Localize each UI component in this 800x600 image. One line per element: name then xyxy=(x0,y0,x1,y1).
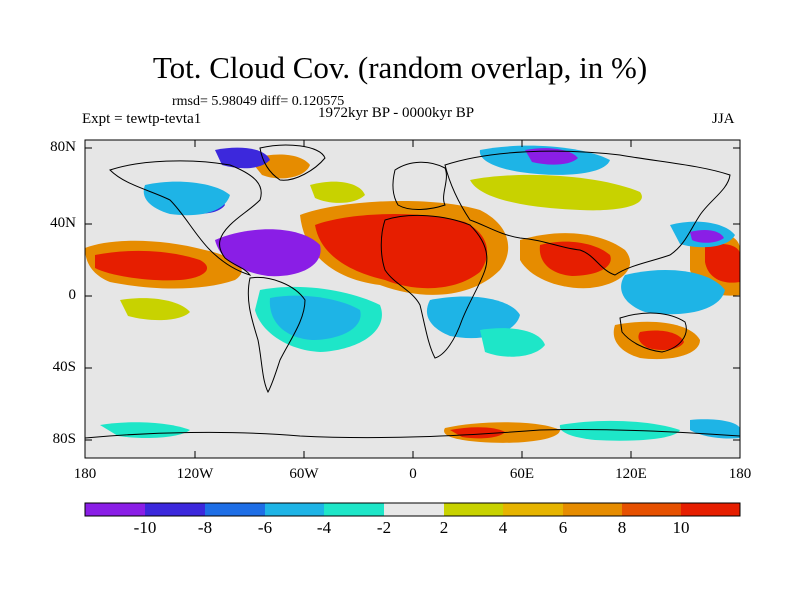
colorbar-label: -2 xyxy=(376,518,392,537)
lon-label-60w: 60W xyxy=(289,466,319,482)
colorbar-swatch xyxy=(324,503,384,516)
rmsd-diff-stats: rmsd= 5.98049 diff= 0.120575 xyxy=(172,94,345,109)
anomaly-cyan-west-pacific xyxy=(621,270,725,315)
coast-greenland xyxy=(259,144,326,181)
anomaly-yellow-eurasia xyxy=(470,174,642,211)
colorbar-swatch xyxy=(205,503,265,516)
colorbar-swatch xyxy=(145,503,205,516)
lat-label-40n: 40N xyxy=(50,215,76,231)
colorbar-label: 2 xyxy=(439,518,449,537)
coast-south-america xyxy=(247,276,306,394)
anomaly-red-sahara xyxy=(315,214,488,289)
colorbar-swatch xyxy=(622,503,681,516)
coast-antarctica xyxy=(85,428,740,439)
anomaly-lightblue-south-america xyxy=(269,295,361,340)
period-label: 1972kyr BP - 0000kyr BP xyxy=(318,105,475,121)
lat-label-80s: 80S xyxy=(52,431,76,447)
anomaly-blue-arctic-canada xyxy=(215,147,270,169)
anomaly-red-antarctic xyxy=(450,427,505,439)
colorbar-swatch xyxy=(384,503,444,516)
lon-label-0: 0 xyxy=(409,466,417,482)
colorbar-label: 10 xyxy=(672,518,690,537)
lon-label-180-east: 180 xyxy=(728,466,752,482)
anomaly-red-east-pacific xyxy=(705,243,740,283)
coastlines xyxy=(85,144,740,439)
anomaly-red-asia xyxy=(539,241,611,276)
anomaly-cyan-southern-ocean xyxy=(559,420,680,441)
anomaly-cyan-africa-south xyxy=(426,296,520,339)
coast-north-america xyxy=(109,160,262,276)
colorbar-label: -4 xyxy=(316,518,332,537)
colorbar-swatch xyxy=(444,503,503,516)
colorbar-label: 6 xyxy=(558,518,568,537)
lon-label-120e: 120E xyxy=(615,466,647,482)
anomaly-cyan-north-pacific xyxy=(143,181,230,216)
coast-australia xyxy=(619,312,687,353)
colorbar-label: -6 xyxy=(257,518,273,537)
colorbar xyxy=(85,503,740,516)
anomaly-purple-siberia xyxy=(525,148,578,165)
lon-label-180-west: 180 xyxy=(73,466,97,482)
anomaly-cyan-indian xyxy=(480,328,545,357)
colorbar-swatch xyxy=(503,503,563,516)
coast-europe xyxy=(392,161,447,210)
anomaly-red-pacific-core xyxy=(95,250,208,281)
map-ticks xyxy=(85,140,740,458)
anomaly-yellow-south-pacific xyxy=(120,298,190,321)
colorbar-label: -8 xyxy=(197,518,213,537)
lat-label-80n: 80N xyxy=(50,139,76,155)
colorbar-swatch xyxy=(563,503,622,516)
anomaly-purple-central-america xyxy=(215,229,321,277)
map-title: Tot. Cloud Cov. (random overlap, in %) xyxy=(152,50,648,85)
lat-label-0: 0 xyxy=(68,287,77,303)
anomaly-red-indian-ocean xyxy=(638,330,684,350)
coast-asia xyxy=(444,150,731,276)
anomaly-purple-north-east-pacific xyxy=(690,230,724,243)
lon-label-60e: 60E xyxy=(509,466,535,482)
lon-label-120w: 120W xyxy=(176,466,214,482)
coast-africa xyxy=(380,214,488,359)
colorbar-label: 8 xyxy=(617,518,627,537)
colorbar-label: 4 xyxy=(498,518,508,537)
season-label: JJA xyxy=(712,111,735,127)
colorbar-swatch xyxy=(265,503,324,516)
anomaly-cyan-antarctic-west xyxy=(100,422,190,438)
colorbar-label: -10 xyxy=(133,518,157,537)
anomaly-yellow-atlantic-north xyxy=(310,181,365,203)
lat-label-40s: 40S xyxy=(52,359,76,375)
colorbar-swatch xyxy=(85,503,145,516)
experiment-label: Expt = tewtp-tevta1 xyxy=(82,111,202,127)
colorbar-swatch xyxy=(681,503,740,516)
anomaly-field xyxy=(85,145,740,443)
colorbar-frame xyxy=(84,502,741,517)
